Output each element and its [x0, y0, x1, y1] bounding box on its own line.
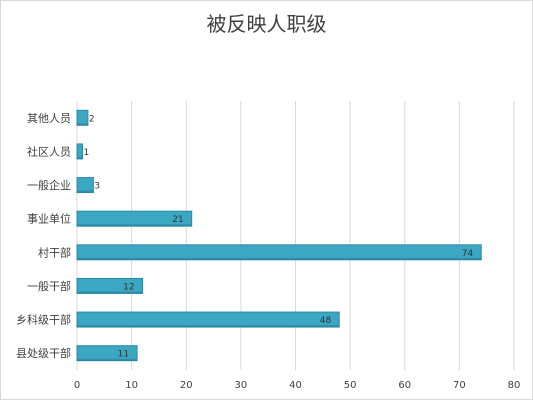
bar — [76, 143, 83, 160]
x-tick-label: 60 — [398, 380, 411, 391]
x-tick-label: 30 — [235, 380, 248, 391]
x-tick-label: 20 — [180, 380, 193, 391]
bar — [76, 244, 482, 261]
bar — [76, 311, 340, 328]
category-label: 事业单位 — [27, 212, 71, 226]
category-label: 乡科级干部 — [16, 313, 71, 327]
x-tick-labels: 0 10 20 30 40 50 60 70 80 — [74, 380, 521, 391]
bar-shade — [77, 325, 340, 328]
data-label: 2 — [89, 114, 95, 124]
category-label: 其他人员 — [27, 112, 71, 125]
data-label: 11 — [118, 350, 129, 360]
data-label: 74 — [462, 249, 474, 259]
data-label: 12 — [123, 282, 134, 292]
bars — [76, 109, 482, 362]
bar-shade — [77, 358, 138, 361]
data-label: 3 — [94, 182, 100, 192]
category-label: 一般干部 — [27, 279, 71, 293]
data-label: 48 — [320, 316, 332, 326]
category-label: 一般企业 — [27, 178, 71, 192]
bar-shade — [77, 224, 192, 227]
x-tick-label: 40 — [289, 380, 302, 391]
bar-shade — [77, 291, 143, 294]
x-tick-label: 0 — [74, 380, 80, 391]
data-label: 1 — [83, 148, 89, 158]
category-label: 社区人员 — [27, 144, 71, 158]
bar-shade — [77, 123, 88, 126]
bar — [76, 177, 94, 194]
x-tick-label: 50 — [344, 380, 357, 391]
data-label: 21 — [172, 215, 183, 225]
bar-shade — [77, 190, 94, 193]
x-tick-label: 10 — [125, 380, 138, 391]
chart-title: 被反映人职级 — [206, 12, 327, 36]
x-tick-label: 70 — [453, 380, 466, 391]
category-label: 村干部 — [38, 245, 71, 259]
bar-shade — [77, 156, 83, 159]
grid-lines — [76, 101, 515, 370]
bar-shade — [77, 257, 482, 260]
category-label: 县处级干部 — [16, 346, 71, 360]
bar — [76, 109, 89, 126]
x-tick-label: 80 — [508, 380, 521, 391]
